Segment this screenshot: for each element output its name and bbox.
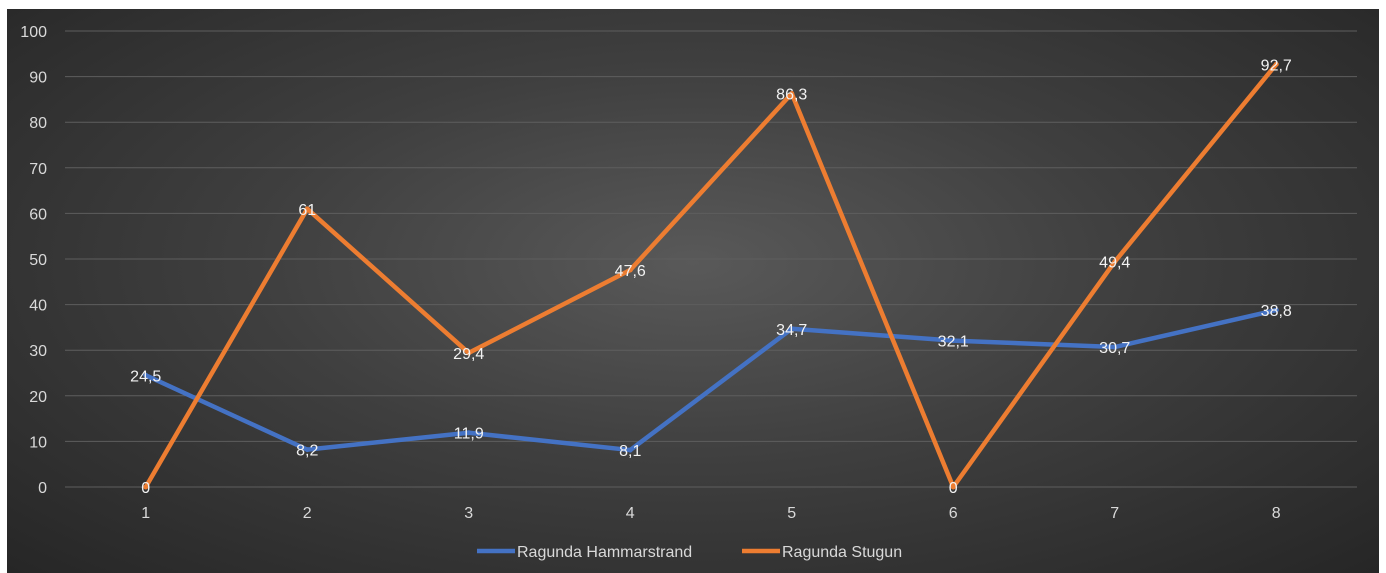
chart-area: 0 10 20 30 40 50 60 70 80 90 100 1 2 3 4 5 6 7 8 24,5 8,2 1… <box>7 9 1379 573</box>
y-tick-label: 0 <box>38 480 47 497</box>
data-point <box>789 326 795 332</box>
data-label: 61 <box>298 202 316 219</box>
data-point <box>1112 344 1118 350</box>
data-label: 47,6 <box>615 263 646 280</box>
data-point <box>950 338 956 344</box>
data-point <box>466 350 472 356</box>
data-point <box>1112 259 1118 265</box>
data-label: 86,3 <box>776 86 807 103</box>
x-tick-label: 2 <box>303 505 312 522</box>
data-point <box>789 90 795 96</box>
legend-label: Ragunda Stugun <box>782 544 902 561</box>
series-line-2 <box>143 62 1279 490</box>
legend-label: Ragunda Hammarstrand <box>517 544 692 561</box>
data-label: 0 <box>949 480 958 497</box>
data-point <box>627 447 633 453</box>
y-tick-label: 30 <box>29 343 47 360</box>
x-tick-label: 7 <box>1110 505 1119 522</box>
y-tick-label: 40 <box>29 298 47 315</box>
data-point <box>143 484 149 490</box>
data-label: 49,4 <box>1099 255 1130 272</box>
data-label: 32,1 <box>938 334 969 351</box>
data-label: 38,8 <box>1261 303 1292 320</box>
gridlines <box>65 30 1357 488</box>
data-point <box>143 372 149 378</box>
y-tick-label: 20 <box>29 389 47 406</box>
data-point <box>466 430 472 436</box>
y-axis: 0 10 20 30 40 50 60 70 80 90 100 <box>20 24 47 497</box>
data-label: 30,7 <box>1099 340 1130 357</box>
data-label: 0 <box>141 480 150 497</box>
data-point <box>1273 307 1279 313</box>
data-label: 34,7 <box>776 322 807 339</box>
x-tick-label: 5 <box>787 505 796 522</box>
data-point <box>950 484 956 490</box>
x-tick-label: 6 <box>949 505 958 522</box>
y-tick-label: 70 <box>29 161 47 178</box>
x-axis: 1 2 3 4 5 6 7 8 <box>141 505 1281 522</box>
data-label: 29,4 <box>453 346 484 363</box>
y-tick-label: 90 <box>29 70 47 87</box>
line-chart: 0 10 20 30 40 50 60 70 80 90 100 1 2 3 4 5 6 7 8 24,5 8,2 1… <box>20 24 1357 561</box>
y-tick-label: 50 <box>29 252 47 269</box>
series-lines <box>143 61 1279 490</box>
data-point <box>627 267 633 273</box>
x-tick-label: 8 <box>1272 505 1281 522</box>
data-label: 8,2 <box>296 443 318 460</box>
x-tick-label: 4 <box>626 505 635 522</box>
y-tick-label: 10 <box>29 434 47 451</box>
data-label: 92,7 <box>1261 57 1292 74</box>
x-tick-label: 1 <box>141 505 150 522</box>
series-line-1 <box>143 307 1279 453</box>
data-point <box>304 447 310 453</box>
y-tick-label: 80 <box>29 115 47 132</box>
data-label: 24,5 <box>130 368 161 385</box>
data-point <box>1273 61 1279 67</box>
data-labels: 24,5 8,2 11,9 8,1 34,7 32,1 30,7 38,8 0 61 29,4 47,… <box>130 57 1292 497</box>
legend: Ragunda Hammarstrand Ragunda Stugun <box>477 544 902 561</box>
y-tick-label: 100 <box>20 24 47 41</box>
x-tick-label: 3 <box>464 505 473 522</box>
data-point <box>304 206 310 212</box>
y-tick-label: 60 <box>29 206 47 223</box>
data-label: 11,9 <box>454 426 484 443</box>
data-label: 8,1 <box>619 443 641 460</box>
